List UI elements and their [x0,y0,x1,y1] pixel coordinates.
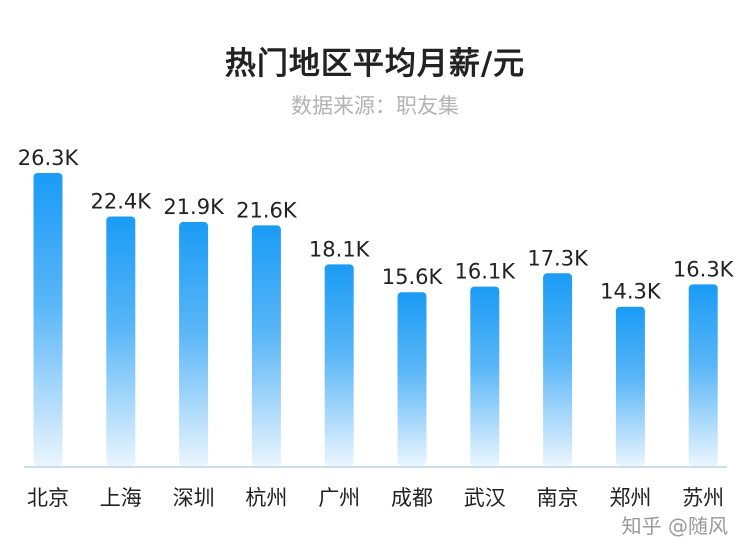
category-label: 郑州 [609,486,651,510]
chart-title: 热门地区平均月薪/元 [224,46,526,82]
value-label: 26.3K [18,146,80,170]
value-label: 21.9K [163,195,225,219]
bar-南京 [543,273,573,466]
bar-郑州 [615,306,645,466]
bar-广州 [324,264,354,466]
bar-成都 [397,292,427,466]
category-label: 广州 [318,486,360,510]
value-label: 16.3K [673,257,735,281]
bar-苏州 [688,284,718,466]
category-label: 成都 [391,486,433,510]
bar-深圳 [179,222,209,466]
category-label: 北京 [27,486,69,510]
chart-subtitle: 数据来源：职友集 [291,94,459,118]
bar-北京 [33,173,63,466]
category-label: 杭州 [245,486,287,510]
bar-杭州 [251,225,281,466]
value-label: 22.4K [91,189,153,213]
category-label: 上海 [100,486,142,510]
value-label: 17.3K [527,246,589,270]
value-label: 16.1K [455,260,517,284]
value-label: 15.6K [382,265,444,289]
category-label: 武汉 [464,486,506,510]
value-label: 21.6K [236,198,298,222]
value-label: 18.1K [309,237,371,261]
category-label: 深圳 [173,486,215,510]
bar-上海 [106,216,136,466]
bar-武汉 [470,286,500,466]
category-label: 苏州 [682,486,724,510]
watermark: 知乎 @随风 [621,514,728,538]
value-label: 14.3K [600,280,662,304]
category-label: 南京 [537,486,579,510]
